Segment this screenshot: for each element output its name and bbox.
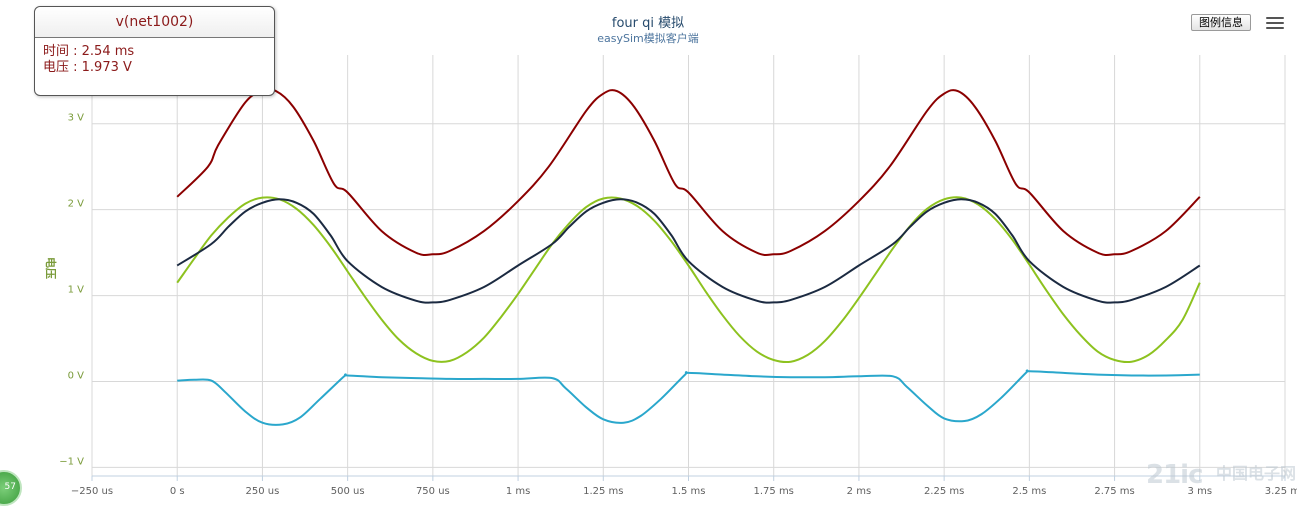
x-tick-label: 1.25 ms [583, 486, 623, 497]
y-axis-ticks: −1 V 0 V 1 V 2 V 3 V [59, 113, 84, 468]
series-tooltip: v(net1002) 时间 : 2.54 ms 电压 : 1.973 V [34, 6, 275, 96]
chart-subtitle: easySim模拟客户端 [597, 31, 699, 45]
legend-info-button[interactable]: 图例信息 [1191, 14, 1251, 31]
x-tick-label: 2.75 ms [1094, 486, 1134, 497]
x-tick-label: 0 s [170, 486, 185, 497]
series-line-4[interactable] [177, 369, 1200, 426]
x-tick-label: −250 us [71, 486, 113, 497]
y-tick-label: 3 V [68, 113, 85, 124]
x-tick-label: 1.5 ms [671, 486, 705, 497]
y-tick-label: 1 V [68, 285, 85, 296]
x-tick-label: 2 ms [847, 486, 872, 497]
x-tick-label: 3.25 ms [1265, 486, 1297, 497]
x-tick-label: 750 us [416, 486, 450, 497]
x-tick-label: 1 ms [506, 486, 531, 497]
y-tick-label: 2 V [68, 199, 85, 210]
status-badge-text: 57 [4, 482, 16, 492]
y-axis-label: 电压 [44, 257, 58, 279]
series-layer[interactable] [176, 88, 1201, 426]
tooltip-title: v(net1002) [35, 7, 274, 38]
series-line-3[interactable] [176, 198, 1201, 304]
watermark-logo: 21ic [1146, 460, 1204, 490]
x-tick-label: 1.75 ms [754, 486, 794, 497]
menu-icon[interactable] [1266, 17, 1284, 31]
x-tick-label: 3 ms [1188, 486, 1213, 497]
y-tick-label: 0 V [68, 370, 85, 381]
y-tick-label: −1 V [59, 456, 84, 467]
series-line-1[interactable] [176, 88, 1201, 257]
tooltip-voltage: 电压 : 1.973 V [43, 60, 132, 75]
x-tick-label: 2.25 ms [924, 486, 964, 497]
x-tick-label: 2.5 ms [1012, 486, 1046, 497]
series-line-2[interactable] [176, 196, 1201, 364]
chart-title: four qi 模拟 [612, 16, 684, 31]
x-axis-ticks: −250 us 0 s 250 us 500 us 750 us 1 ms 1.25 ms 1… [71, 475, 1297, 497]
x-tick-label: 500 us [331, 486, 365, 497]
x-tick-label: 250 us [246, 486, 280, 497]
watermark-site: 中国电子网 [1216, 464, 1297, 483]
tooltip-time: 时间 : 2.54 ms [43, 44, 135, 59]
